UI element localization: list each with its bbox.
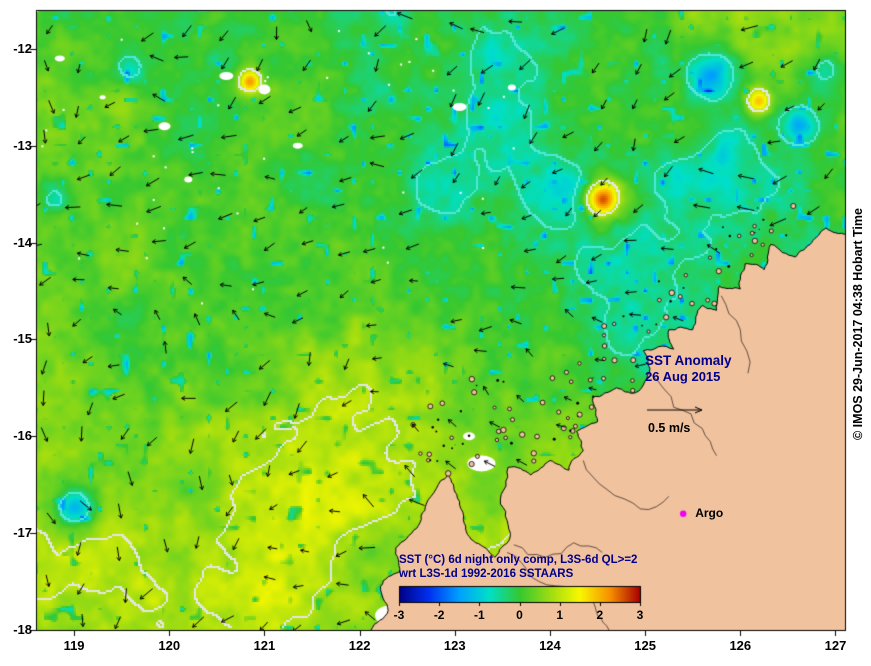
y-tick-label: -17 xyxy=(13,525,32,541)
x-tick-label: 125 xyxy=(634,638,656,653)
colorbar-tick-label: -1 xyxy=(473,608,485,622)
x-tick-label: 119 xyxy=(63,638,85,653)
x-tick-label: 126 xyxy=(729,638,752,653)
y-tick-label: -13 xyxy=(13,137,32,153)
map-date: 26 Aug 2015 xyxy=(645,369,721,384)
y-tick-label: -15 xyxy=(13,331,32,347)
x-tick-label: 127 xyxy=(824,638,847,653)
x-tick-label: 123 xyxy=(443,638,466,653)
y-tick-label: -18 xyxy=(13,622,32,637)
colorbar-tick-label: -2 xyxy=(433,608,445,622)
map-title: SST Anomaly xyxy=(645,353,732,368)
y-tick-label: -16 xyxy=(13,428,32,444)
x-tick-label: 120 xyxy=(158,638,181,653)
x-tick-label: 122 xyxy=(348,638,371,653)
vector-scale-label: 0.5 m/s xyxy=(648,421,691,435)
x-tick-label: 124 xyxy=(539,638,561,653)
y-tick-label: -14 xyxy=(13,234,32,250)
colorbar-caption-line2: wrt L3S-1d 1992-2016 SSTAARS xyxy=(399,568,574,580)
colorbar-tick-label: 1 xyxy=(556,608,563,622)
colorbar-caption-line1: SST (°C) 6d night only comp, L3S-6d QL>=… xyxy=(399,554,638,566)
colorbar-tick-label: 3 xyxy=(636,608,644,622)
x-tick-label: 121 xyxy=(253,638,276,653)
y-tick-label: -12 xyxy=(13,40,32,56)
colorbar-tick-label: 0 xyxy=(516,608,523,622)
colorbar-tick-label: -3 xyxy=(393,608,405,622)
argo-label: Argo xyxy=(695,505,724,520)
imos-watermark: © IMOS 29-Jun-2017 04:38 Hobart Time xyxy=(851,208,865,440)
colorbar-tick-label: 2 xyxy=(596,608,604,622)
